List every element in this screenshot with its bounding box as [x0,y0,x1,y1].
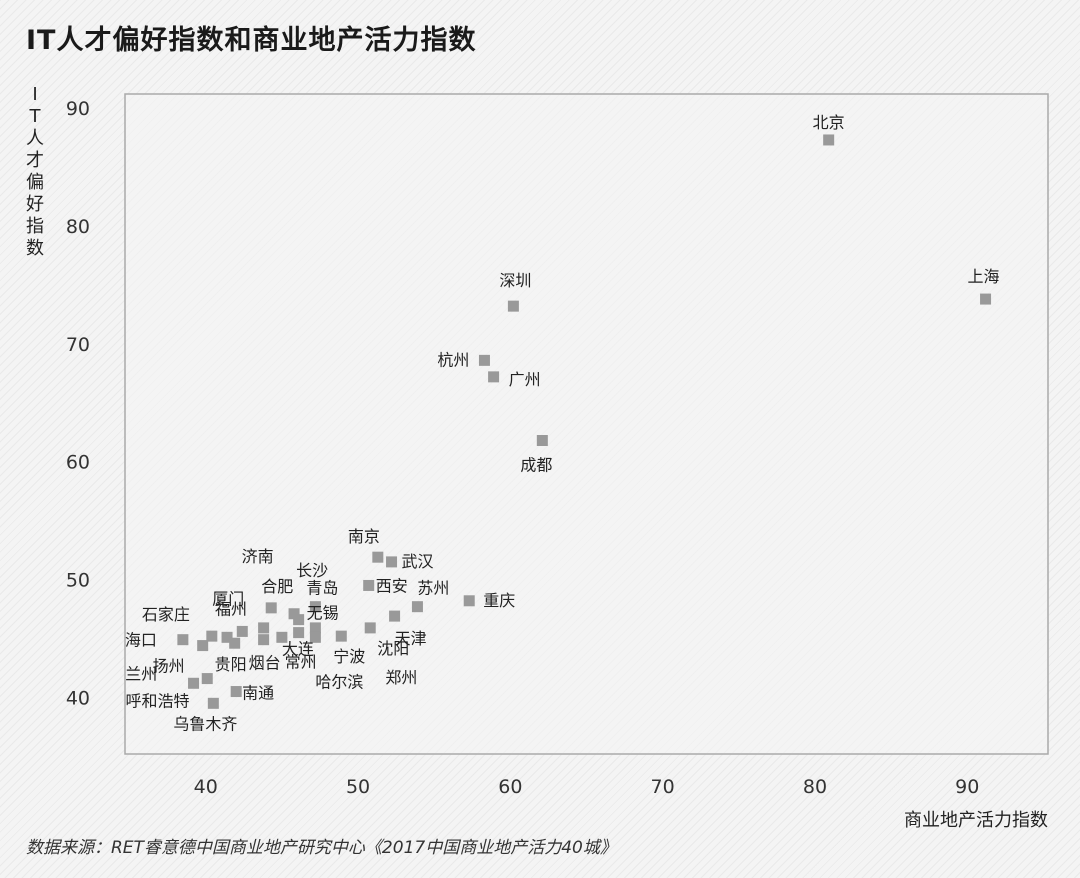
data-point-label: 无锡 [307,604,339,623]
y-tick-label: 50 [66,570,90,592]
data-point [823,134,835,146]
data-point-label: 常州 [285,653,317,672]
data-point [197,640,209,652]
data-point [293,627,305,639]
x-tick-label: 50 [346,776,370,798]
x-axis-label: 商业地产活力指数 [904,810,1048,830]
data-point [411,601,423,613]
data-point [258,622,270,634]
data-point [230,686,242,698]
x-tick-label: 90 [955,776,979,798]
data-point-label: 呼和浩特 [126,691,190,710]
data-point [364,622,376,634]
data-point [488,371,500,383]
data-point-label: 合肥 [261,577,293,596]
data-point-label: 苏州 [417,579,449,598]
data-point [536,435,548,446]
data-point [221,631,233,643]
data-point-label: 成都 [520,456,552,475]
data-point-label: 福州 [215,599,247,618]
data-point-label: 南通 [242,684,274,703]
plot-area [124,93,1049,755]
y-tick-label: 40 [66,687,90,709]
data-point-label: 北京 [813,113,845,132]
data-point-label: 大连 [282,639,314,658]
data-point [293,614,305,626]
data-point-label: 海口 [125,631,157,650]
x-tick-label: 80 [803,776,827,798]
data-point-label: 广州 [509,370,541,389]
data-point [236,625,248,637]
data-point [335,630,347,642]
data-point [229,637,241,649]
data-point [478,354,490,366]
data-point [463,595,475,607]
data-point-label: 沈阳 [377,639,409,658]
data-source-note: 数据来源：RET睿意德中国商业地产研究中心《2017中国商业地产活力40城》 [26,838,617,858]
data-point [206,630,218,642]
data-point [288,608,300,620]
data-point-label: 西安 [376,576,408,595]
y-axis-label: I T 人才偏好指数 [26,84,44,259]
data-point [363,579,375,591]
data-point-label: 贵阳 [215,655,247,674]
data-point [386,556,398,568]
data-point [389,610,401,622]
data-point [258,634,270,646]
data-point-label: 武汉 [402,552,434,571]
y-tick-label: 80 [66,216,90,238]
data-point [372,551,384,563]
data-point-label: 南京 [348,527,380,546]
x-tick-label: 40 [194,776,218,798]
data-point-label: 天津 [395,629,427,648]
data-point [507,300,519,312]
data-point-label: 郑州 [385,668,417,687]
data-point-label: 深圳 [499,271,531,290]
data-point-label: 长沙 [296,561,328,580]
data-point-label: 宁波 [333,647,365,666]
data-point [309,601,321,613]
data-point-label: 上海 [968,267,1000,286]
data-point-label: 杭州 [437,350,469,369]
data-point [188,677,200,689]
data-point [309,631,321,643]
y-tick-label: 90 [66,98,90,120]
data-point [207,697,219,709]
y-tick-label: 70 [66,334,90,356]
y-tick-label: 60 [66,452,90,474]
data-point-label: 重庆 [483,591,515,610]
data-point-label: 兰州 [125,665,157,684]
x-tick-label: 60 [498,776,522,798]
data-point [276,631,288,643]
data-point-label: 烟台 [249,654,281,673]
data-point-label: 青岛 [306,579,338,598]
data-point-label: 厦门 [212,589,244,608]
data-point [201,673,213,685]
data-point [177,634,189,646]
data-point [309,622,321,634]
data-point [265,602,277,614]
data-point-label: 石家庄 [142,605,190,624]
data-point-label: 乌鲁木齐 [173,714,237,733]
data-point-label: 扬州 [153,657,185,676]
x-tick-label: 70 [651,776,675,798]
data-point-label: 济南 [242,547,274,566]
data-point-label: 哈尔滨 [315,672,363,691]
data-point [980,293,992,305]
chart-title: IT人才偏好指数和商业地产活力指数 [26,25,477,56]
